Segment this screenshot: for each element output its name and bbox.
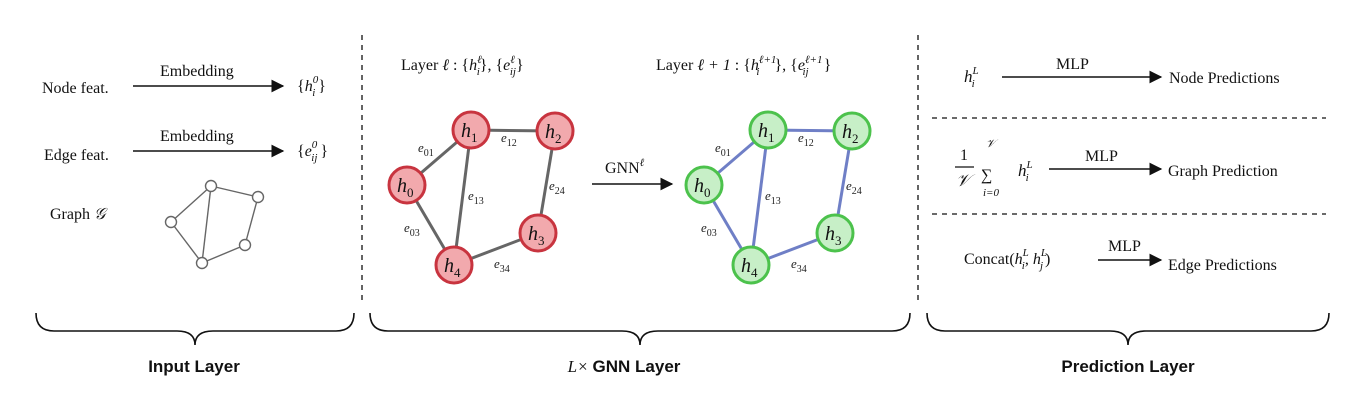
embedding-label-node: Embedding (160, 63, 234, 80)
layer-ell-plus-one-title: Layer ℓ + 1 : {hℓ+1 i}, {eℓ+1 ij} (656, 54, 831, 78)
right-node-label-h0: h0 (694, 175, 711, 200)
right-edge-label-34: e34 (791, 256, 807, 275)
input-layer-panel: Node feat. Embedding {h0 i} Edge feat. Em… (42, 63, 328, 270)
graph-pred-frac-num: 1 (960, 147, 968, 164)
graph-pred-sum-lower: i=0 (983, 187, 999, 199)
right-edge-label-24: e24 (846, 178, 862, 197)
right-node-h4 (731, 245, 771, 285)
right-node-h0 (684, 165, 724, 205)
right-edge-label-03: e03 (701, 220, 717, 239)
gnn-operator-label: GNNℓ (605, 157, 645, 177)
graph-label: Graph 𝒢 (50, 206, 108, 223)
node-pred-input: hL i (964, 65, 979, 90)
edge-feat-label: Edge feat. (44, 147, 109, 164)
brace-prediction-layer (926, 312, 1330, 346)
input-layer-title: Input Layer (148, 357, 240, 376)
graph-layer-ell-plus-one: e01 e12 e13 e24 e03 e34 h0 h1 h2 h3 h4 (684, 110, 872, 285)
edge-predictions-label: Edge Predictions (1168, 257, 1277, 274)
graph-pred-frac-den: 𝒱 (956, 171, 976, 190)
node-feat-label: Node feat. (42, 80, 109, 97)
edge-pred-concat: Concat(hL i, hL j) (964, 247, 1050, 272)
left-edge-label-01: e01 (418, 140, 434, 159)
brace-input-layer (35, 312, 355, 346)
left-node-label-h1: h1 (461, 120, 478, 145)
input-graph-icon (170, 185, 259, 264)
left-edge-13 (452, 129, 473, 266)
node-embedding-output: {h0 i} (297, 74, 326, 99)
right-edge-label-12: e12 (798, 130, 814, 149)
left-edge-label-34: e34 (494, 256, 510, 275)
mlp-label-graph: MLP (1085, 148, 1118, 165)
left-node-h2 (535, 111, 575, 151)
left-node-h0 (387, 165, 427, 205)
right-edge-label-13: e13 (765, 188, 781, 207)
left-node-label-h3: h3 (528, 223, 545, 248)
node-predictions-label: Node Predictions (1169, 70, 1280, 87)
right-node-label-h1: h1 (758, 120, 775, 145)
graph-pred-sigma: ∑ (981, 167, 992, 184)
mlp-label-edge: MLP (1108, 238, 1141, 255)
graph-prediction-label: Graph Prediction (1168, 163, 1278, 180)
gnn-layer-title: L× GNN Layer (567, 357, 681, 376)
right-node-h3 (815, 213, 855, 253)
left-edge-label-12: e12 (501, 130, 517, 149)
graph-pred-sum-upper: 𝒱 (986, 138, 999, 150)
left-edge-label-24: e24 (549, 178, 565, 197)
left-node-label-h0: h0 (397, 175, 414, 200)
left-node-h4 (434, 245, 474, 285)
right-node-h2 (832, 111, 872, 151)
left-node-h1 (451, 110, 491, 150)
prediction-layer-title: Prediction Layer (1061, 357, 1195, 376)
right-node-h1 (748, 110, 788, 150)
graph-pred-h: hL i (1018, 159, 1033, 184)
right-node-label-h3: h3 (825, 223, 842, 248)
left-edge-label-13: e13 (468, 188, 484, 207)
gnn-layer-panel: Layer ℓ : {hℓ i}, {eℓ ij} Layer ℓ + 1 : {h… (387, 54, 872, 285)
left-node-h3 (518, 213, 558, 253)
edge-embedding-output: {e0 ij} (297, 139, 328, 164)
right-node-label-h2: h2 (842, 121, 859, 146)
right-edge-label-01: e01 (715, 140, 731, 159)
left-edge-label-03: e03 (404, 220, 420, 239)
prediction-layer-panel: hL i MLP Node Predictions 1 𝒱 𝒱 ∑ i=0 hL i… (932, 56, 1326, 274)
brace-gnn-layer (369, 312, 911, 346)
layer-ell-title: Layer ℓ : {hℓ i}, {eℓ ij} (401, 54, 524, 78)
right-edge-13 (749, 129, 770, 266)
embedding-label-edge: Embedding (160, 128, 234, 145)
right-node-label-h4: h4 (741, 255, 758, 280)
left-node-label-h2: h2 (545, 121, 562, 146)
left-node-label-h4: h4 (444, 255, 461, 280)
graph-layer-ell: e01 e12 e13 e24 e03 e34 h0 h1 h2 h3 h4 (387, 110, 575, 285)
input-graph-nodes (164, 179, 265, 270)
mlp-label-node: MLP (1056, 56, 1089, 73)
